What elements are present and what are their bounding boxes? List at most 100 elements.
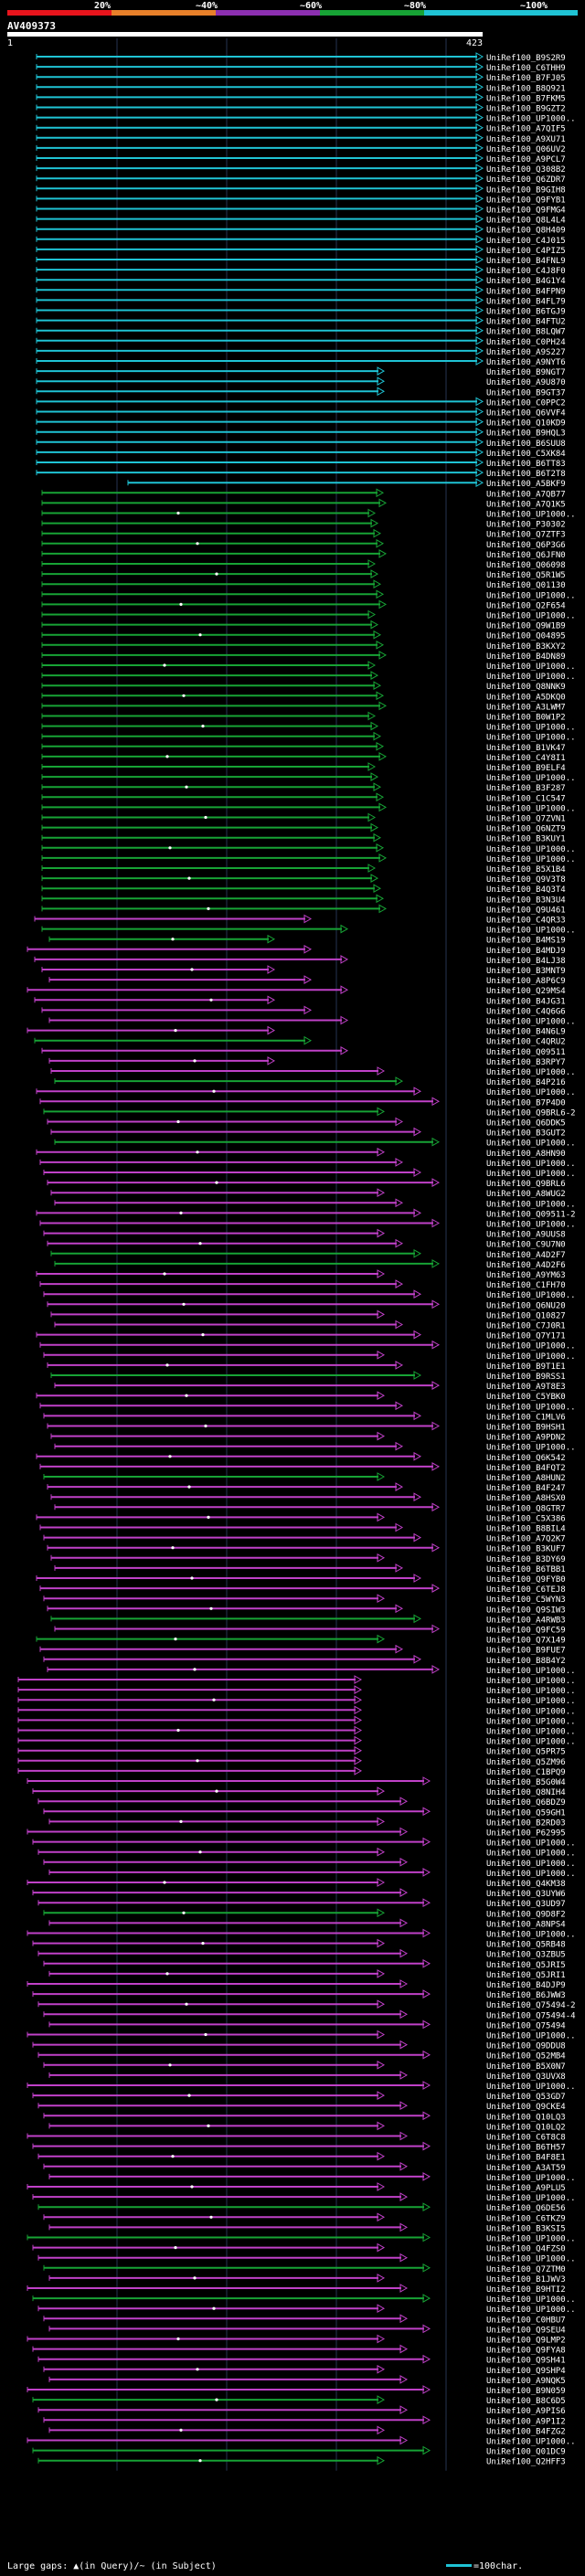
hit-row[interactable]: UniRef100_A9T8E3 (54, 1381, 566, 1392)
hit-row[interactable]: UniRef100_B7FJ05 (36, 72, 566, 83)
hit-id-link[interactable]: UniRef100_UP1000.. (486, 1931, 576, 1940)
hit-row[interactable]: UniRef100_A9S227 (36, 346, 566, 357)
hit-row[interactable]: UniRef100_C6T8C8 (27, 2131, 566, 2143)
hit-row[interactable]: UniRef100_B6TBB1 (54, 1564, 566, 1574)
hit-row[interactable]: UniRef100_B7FKM5 (36, 92, 566, 103)
hit-row[interactable]: UniRef100_UP1000.. (32, 1837, 576, 1849)
hit-id-link[interactable]: UniRef100_C1C547 (486, 794, 566, 803)
hit-id-link[interactable]: UniRef100_A5BKF9 (486, 480, 566, 489)
hit-row[interactable]: UniRef100_Q04895 (41, 630, 566, 641)
hit-row[interactable]: UniRef100_A5BKF9 (127, 478, 566, 489)
hit-id-link[interactable]: UniRef100_Q9FC59 (486, 1627, 566, 1636)
hit-id-link[interactable]: UniRef100_UP1000.. (486, 2255, 576, 2264)
hit-id-link[interactable]: UniRef100_Q5JRI5 (486, 1961, 566, 1970)
hit-id-link[interactable]: UniRef100_UP1000.. (486, 1687, 576, 1696)
hit-id-link[interactable]: UniRef100_Q9CKE4 (486, 2103, 566, 2112)
hit-id-link[interactable]: UniRef100_B3RPY7 (486, 1058, 566, 1067)
hit-id-link[interactable]: UniRef100_Q75494 (486, 2021, 566, 2030)
hit-id-link[interactable]: UniRef100_A9UUS8 (486, 1231, 566, 1240)
hit-id-link[interactable]: UniRef100_C1BPQ9 (486, 1768, 566, 1777)
hit-id-link[interactable]: UniRef100_B4DN89 (486, 652, 566, 662)
hit-id-link[interactable]: UniRef100_Q8NIH4 (486, 1788, 566, 1797)
hit-id-link[interactable]: UniRef100_Q06098 (486, 561, 566, 570)
hit-row[interactable]: UniRef100_UP1000.. (39, 1340, 576, 1352)
hit-id-link[interactable]: UniRef100_A9XU71 (486, 135, 566, 144)
hit-row[interactable]: UniRef100_C1BPQ9 (17, 1766, 566, 1777)
hit-row[interactable]: UniRef100_B9RSS1 (50, 1371, 566, 1382)
hit-row[interactable]: UniRef100_Q01130 (41, 579, 566, 590)
hit-row[interactable]: UniRef100_A9YM63 (36, 1269, 566, 1280)
hit-row[interactable]: UniRef100_UP1000.. (43, 1857, 576, 1869)
hit-id-link[interactable]: UniRef100_Q59GH1 (486, 1808, 566, 1818)
hit-id-link[interactable]: UniRef100_C9U7N0 (486, 1241, 566, 1250)
hit-id-link[interactable]: UniRef100_B2RD03 (486, 1818, 566, 1828)
hit-row[interactable]: UniRef100_A8P6C9 (48, 975, 566, 986)
hit-id-link[interactable]: UniRef100_B7P4D0 (486, 1098, 566, 1108)
hit-row[interactable]: UniRef100_C9U7N0 (47, 1238, 566, 1250)
hit-id-link[interactable]: UniRef100_Q01DC9 (486, 2448, 566, 2457)
hit-row[interactable]: UniRef100_B9HQL3 (36, 427, 566, 439)
hit-id-link[interactable]: UniRef100_B9S2R9 (486, 54, 566, 63)
hit-row[interactable]: UniRef100_B9GZT2 (36, 102, 566, 114)
hit-id-link[interactable]: UniRef100_B3KUF7 (486, 1545, 566, 1554)
hit-row[interactable]: UniRef100_Q9W1B9 (41, 620, 566, 631)
hit-row[interactable]: UniRef100_B8B4Y2 (43, 1654, 566, 1666)
hit-id-link[interactable]: UniRef100_UP1000.. (486, 927, 576, 936)
hit-id-link[interactable]: UniRef100_UP1000.. (486, 2032, 576, 2041)
hit-id-link[interactable]: UniRef100_A9PLU5 (486, 2184, 566, 2193)
hit-row[interactable]: UniRef100_A9PIS6 (37, 2405, 566, 2416)
hit-id-link[interactable]: UniRef100_Q75494-4 (486, 2011, 576, 2020)
hit-id-link[interactable]: UniRef100_B8C6D5 (486, 2397, 566, 2406)
hit-row[interactable]: UniRef100_B6TT83 (36, 458, 566, 469)
hit-id-link[interactable]: UniRef100_UP1000.. (486, 2194, 576, 2203)
hit-id-link[interactable]: UniRef100_B7FJ05 (486, 74, 566, 83)
hit-id-link[interactable]: UniRef100_C6TEJ8 (486, 1585, 566, 1595)
hit-id-link[interactable]: UniRef100_B4DJP9 (486, 1981, 566, 1990)
hit-row[interactable]: UniRef100_Q09511-2 (36, 1208, 576, 1219)
hit-row[interactable]: UniRef100_UP1000.. (27, 2232, 576, 2244)
hit-id-link[interactable]: UniRef100_UP1000.. (486, 1291, 576, 1300)
hit-id-link[interactable]: UniRef100_Q8L4L4 (486, 217, 566, 226)
hit-id-link[interactable]: UniRef100_UP1000.. (486, 1707, 576, 1716)
hit-id-link[interactable]: UniRef100_C0PPC2 (486, 398, 566, 408)
hit-row[interactable]: UniRef100_B9GIH8 (36, 184, 566, 195)
hit-row[interactable]: UniRef100_Q3ZBU5 (37, 1948, 566, 1960)
hit-id-link[interactable]: UniRef100_Q8NNK9 (486, 683, 566, 692)
hit-row[interactable]: UniRef100_C4Y8I1 (41, 752, 566, 763)
hit-row[interactable]: UniRef100_C1MLV6 (43, 1411, 566, 1422)
hit-id-link[interactable]: UniRef100_Q04895 (486, 632, 566, 641)
hit-id-link[interactable]: UniRef100_Q9SHP4 (486, 2367, 566, 2376)
hit-row[interactable]: UniRef100_UP1000.. (48, 1015, 576, 1027)
hit-row[interactable]: UniRef100_UP1000.. (39, 1158, 576, 1169)
hit-row[interactable]: UniRef100_UP1000.. (41, 843, 576, 854)
hit-row[interactable]: UniRef100_Q8L4L4 (36, 214, 566, 226)
hit-row[interactable]: UniRef100_B3MNT9 (41, 965, 566, 976)
hit-row[interactable]: UniRef100_A5DKQ0 (41, 691, 566, 702)
hit-id-link[interactable]: UniRef100_A5DKQ0 (486, 693, 566, 702)
hit-row[interactable]: UniRef100_UP1000.. (41, 508, 576, 520)
hit-id-link[interactable]: UniRef100_B4FPN9 (486, 287, 566, 296)
hit-row[interactable]: UniRef100_UP1000.. (43, 1350, 576, 1362)
hit-id-link[interactable]: UniRef100_Q2HFF3 (486, 2458, 566, 2467)
hit-row[interactable]: UniRef100_B9T1E1 (47, 1361, 566, 1372)
hit-id-link[interactable]: UniRef100_C6TKZ9 (486, 2214, 566, 2223)
hit-id-link[interactable]: UniRef100_C0HBU7 (486, 2316, 566, 2325)
hit-id-link[interactable]: UniRef100_UP1000.. (486, 612, 576, 621)
hit-id-link[interactable]: UniRef100_Q6NZT9 (486, 825, 566, 834)
hit-id-link[interactable]: UniRef100_A9S227 (486, 348, 566, 357)
hit-row[interactable]: UniRef100_A8HUN2 (43, 1472, 566, 1483)
hit-row[interactable]: UniRef100_A8HN90 (36, 1147, 566, 1159)
hit-row[interactable]: UniRef100_Q6NZT9 (41, 822, 566, 834)
hit-id-link[interactable]: UniRef100_Q6DE56 (486, 2204, 566, 2213)
hit-id-link[interactable]: UniRef100_Q6DDK5 (486, 1119, 566, 1129)
hit-id-link[interactable]: UniRef100_Q9D8F2 (486, 1910, 566, 1919)
hit-id-link[interactable]: UniRef100_Q9LMP2 (486, 2337, 566, 2346)
hit-id-link[interactable]: UniRef100_Q9W1B9 (486, 622, 566, 631)
hit-id-link[interactable]: UniRef100_Q9SEU4 (486, 2326, 566, 2335)
hit-id-link[interactable]: UniRef100_UP1000.. (486, 1068, 576, 1077)
hit-row[interactable]: UniRef100_UP1000.. (43, 1289, 576, 1300)
hit-row[interactable]: UniRef100_A9PLU5 (27, 2182, 566, 2193)
hit-id-link[interactable]: UniRef100_B8B4Y2 (486, 1657, 566, 1666)
hit-id-link[interactable]: UniRef100_B4G1Y4 (486, 277, 566, 286)
hit-id-link[interactable]: UniRef100_UP1000.. (486, 511, 576, 520)
